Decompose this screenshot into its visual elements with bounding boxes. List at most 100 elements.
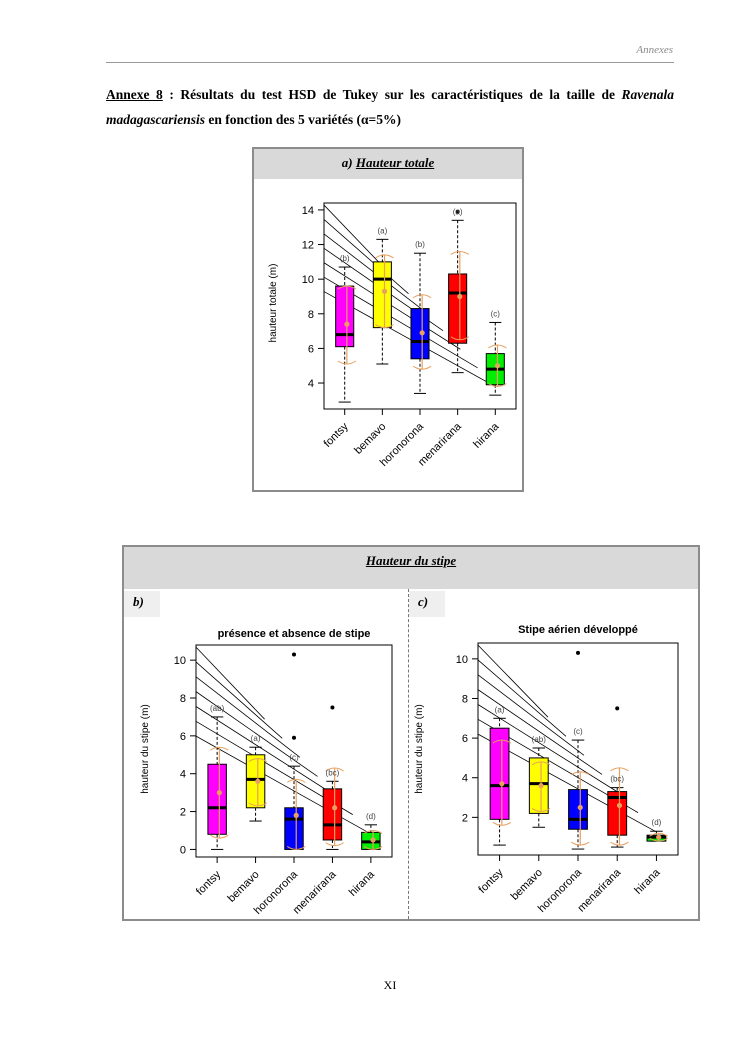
mean-point bbox=[419, 330, 425, 336]
tukey-group-label: (c) bbox=[573, 727, 583, 736]
mean-point bbox=[255, 778, 261, 784]
ci-cap-lower bbox=[610, 841, 629, 846]
outlier-point bbox=[292, 735, 296, 740]
y-tick-label: 6 bbox=[180, 731, 186, 743]
tukey-group-label: (ab) bbox=[210, 704, 225, 713]
chart-hauteur-totale: hauteur totale (m) 4 6 8 10 12 14 fontsy (b) bema… bbox=[268, 202, 517, 469]
tukey-group-label: (b) bbox=[415, 240, 425, 249]
x-tick-label-hirana: hirana bbox=[471, 420, 502, 451]
mean-point bbox=[293, 812, 299, 818]
ci-cap-upper bbox=[248, 758, 268, 762]
ci-cap-upper bbox=[450, 250, 470, 255]
y-tick-label: 14 bbox=[302, 205, 314, 217]
box-fontsy bbox=[335, 285, 355, 348]
chart-stipe-aerien: Stipe aérien développé hauteur du stipe (… bbox=[414, 624, 679, 915]
box-fontsy bbox=[489, 727, 510, 820]
chart-title: Stipe aérien développé bbox=[518, 624, 638, 636]
ci-cap-upper bbox=[210, 746, 229, 751]
mean-point bbox=[332, 805, 338, 811]
panel-a-prefix: a) bbox=[341, 155, 356, 170]
ci-cap-lower bbox=[531, 807, 551, 812]
x-tick-label-bemavo: bemavo bbox=[352, 421, 388, 457]
x-tick-label-bemavo: bemavo bbox=[509, 867, 545, 903]
tukey-group-label: (a) bbox=[251, 734, 261, 743]
panel-hauteur-stipe: Hauteur du stipe b) c) présence et absen… bbox=[122, 545, 700, 921]
ci-cap-lower bbox=[337, 360, 357, 365]
tukey-group-label: (a) bbox=[453, 207, 463, 216]
mean-point bbox=[656, 834, 662, 840]
overlay-line bbox=[477, 689, 603, 775]
mean-point bbox=[499, 781, 505, 787]
ci-cap-lower bbox=[492, 821, 512, 826]
mean-point bbox=[494, 363, 501, 369]
annex-label: Annexe 8 bbox=[106, 87, 163, 102]
ci-cap-lower bbox=[325, 842, 344, 847]
overlay-line bbox=[477, 644, 549, 718]
overlay-line bbox=[195, 706, 336, 796]
y-tick-label: 8 bbox=[462, 693, 468, 705]
annex-caption: Annexe 8 : Résultats du test HSD de Tuke… bbox=[106, 82, 674, 132]
panel-a-title-text: Hauteur totale bbox=[355, 155, 435, 170]
ci-cap-lower bbox=[375, 324, 394, 329]
overlay-line bbox=[323, 219, 409, 294]
tukey-group-label: (a) bbox=[495, 705, 505, 714]
y-tick-label: 10 bbox=[302, 274, 314, 286]
ci-cap-lower bbox=[412, 365, 432, 370]
ci-cap-lower bbox=[488, 383, 507, 387]
panel-a-title: a) Hauteur totale bbox=[254, 149, 522, 179]
ci-cap-upper bbox=[412, 294, 432, 299]
tukey-group-label: (ab) bbox=[532, 735, 547, 744]
page-number: XI bbox=[383, 978, 397, 992]
box-fontsy bbox=[207, 763, 227, 835]
overlay-line bbox=[195, 691, 318, 777]
outlier-point bbox=[455, 209, 460, 214]
tukey-group-label: (c) bbox=[491, 309, 501, 318]
species-genus: Ravenala bbox=[621, 87, 675, 102]
overlay-line bbox=[195, 646, 265, 720]
tukey-group-label: (bc) bbox=[610, 775, 624, 784]
overlay-line bbox=[477, 659, 567, 737]
ci-cap-upper bbox=[531, 761, 551, 766]
y-tick-label: 12 bbox=[302, 240, 314, 252]
box-horonorona bbox=[568, 789, 588, 830]
y-tick-label: 8 bbox=[308, 309, 314, 321]
mean-point bbox=[344, 321, 350, 327]
y-tick-label: 4 bbox=[462, 773, 468, 785]
x-tick-label-fontsy: fontsy bbox=[322, 420, 352, 450]
y-tick-label: 8 bbox=[180, 693, 186, 705]
x-tick-label-hirana: hirana bbox=[347, 868, 378, 899]
ci-cap-upper bbox=[286, 778, 306, 783]
overlay-line bbox=[477, 704, 621, 794]
mean-point bbox=[216, 790, 222, 796]
y-tick-label: 10 bbox=[456, 654, 468, 666]
tukey-group-label: (bc) bbox=[326, 768, 340, 777]
mean-point bbox=[457, 293, 463, 300]
mean-point bbox=[381, 288, 388, 294]
x-tick-label-hirana: hirana bbox=[632, 866, 663, 897]
tukey-group-label: (d) bbox=[366, 812, 376, 821]
x-tick-label-bemavo: bemavo bbox=[226, 869, 262, 905]
panel-b-title-text: Hauteur du stipe bbox=[365, 553, 457, 568]
mean-point bbox=[538, 783, 544, 789]
ci-cap-upper bbox=[363, 830, 383, 834]
y-tick-label: 10 bbox=[174, 655, 186, 667]
y-tick-label: 0 bbox=[180, 844, 186, 856]
tukey-group-label: (c) bbox=[289, 753, 299, 762]
box-menarirana bbox=[448, 273, 468, 344]
tukey-group-label: (a) bbox=[377, 226, 387, 235]
outlier-point bbox=[292, 652, 296, 657]
panel-hauteur-totale: a) Hauteur totale hauteur totale (m) 4 6 8 1… bbox=[252, 147, 524, 492]
ci-cap-upper bbox=[610, 767, 629, 772]
subpanel-b-label: b) bbox=[124, 591, 160, 617]
ci-cap-lower bbox=[210, 834, 229, 839]
y-tick-label: 4 bbox=[180, 769, 186, 781]
x-tick-label-fontsy: fontsy bbox=[194, 868, 224, 898]
y-axis-label: hauteur du stipe (m) bbox=[414, 704, 425, 794]
overlay-line bbox=[195, 661, 283, 739]
y-tick-label: 2 bbox=[462, 812, 468, 824]
tukey-group-label: (d) bbox=[652, 818, 662, 827]
ci-cap-lower bbox=[450, 336, 470, 341]
ci-cap-lower bbox=[649, 837, 668, 842]
y-tick-label: 6 bbox=[462, 733, 468, 745]
tukey-group-label: (b) bbox=[340, 254, 350, 263]
